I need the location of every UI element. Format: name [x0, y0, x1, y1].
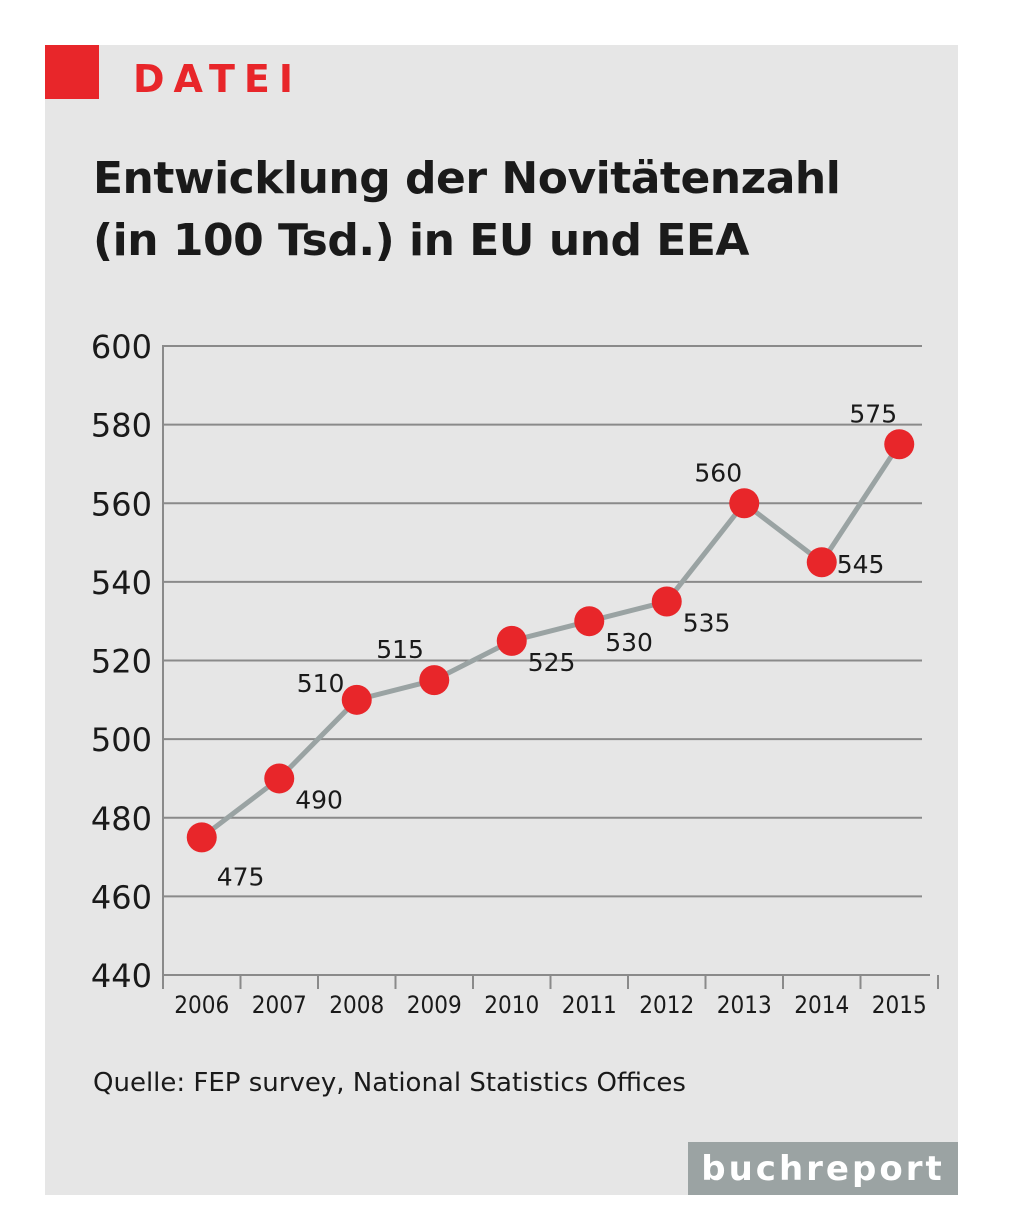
source-note: Quelle: FEP survey, National Statistics …	[93, 1068, 686, 1098]
data-point-2014	[806, 547, 837, 578]
chart-panel	[45, 45, 958, 1195]
series-line-path	[200, 442, 902, 840]
chart-title-line-1: Entwicklung der Novitätenzahl	[93, 153, 841, 204]
y-tick-label-600: 600	[91, 328, 152, 366]
data-point-2013	[729, 488, 760, 519]
data-label-2008: 510	[297, 669, 345, 698]
data-point-2010	[496, 625, 527, 656]
x-tick-label-2014: 2014	[794, 991, 849, 1019]
data-point-2007	[264, 763, 295, 794]
y-tick-label-540: 540	[91, 564, 152, 602]
series-line	[200, 442, 902, 840]
y-tick-label-440: 440	[91, 957, 152, 995]
data-point-2008	[341, 684, 372, 715]
chart-title-line-2: (in 100 Tsd.) in EU und EEA	[93, 215, 749, 266]
y-tick-labels: 440 460 480 500 520 540 560 580 600	[91, 328, 152, 995]
axes	[162, 345, 939, 989]
data-label-2012: 535	[683, 609, 731, 638]
data-point-2011	[574, 606, 605, 637]
data-label-2014: 545	[837, 550, 885, 579]
kicker-label: DATEI	[133, 57, 303, 101]
x-tick-label-2015: 2015	[872, 991, 927, 1019]
data-point-2015	[884, 429, 915, 460]
data-label-2013: 560	[694, 458, 742, 487]
data-label-2010: 525	[528, 648, 576, 677]
y-tick-label-460: 460	[91, 878, 152, 916]
data-points	[186, 429, 915, 853]
y-tick-label-560: 560	[91, 485, 152, 523]
data-point-2012	[651, 586, 682, 617]
data-label-2011: 530	[605, 628, 653, 657]
data-label-2009: 515	[376, 635, 424, 664]
data-point-2006	[186, 822, 217, 853]
x-tick-label-2010: 2010	[484, 991, 539, 1019]
x-tick-labels: 2006 2007 2008 2009 2010 2011 2012 2013 2014 2015	[174, 991, 926, 1019]
data-point-2009	[419, 665, 450, 696]
x-tick-label-2012: 2012	[639, 991, 694, 1019]
x-tick-label-2006: 2006	[174, 991, 229, 1019]
x-tick-label-2008: 2008	[329, 991, 384, 1019]
y-tick-label-580: 580	[91, 407, 152, 445]
buchreport-logo: buchreport	[688, 1142, 958, 1195]
x-tick-label-2013: 2013	[717, 991, 772, 1019]
data-label-2015: 575	[849, 399, 897, 428]
x-tick-label-2011: 2011	[562, 991, 617, 1019]
y-tick-label-520: 520	[91, 643, 152, 681]
y-tick-label-480: 480	[91, 800, 152, 838]
grid-lines	[163, 345, 922, 898]
x-tick-label-2007: 2007	[252, 991, 307, 1019]
y-tick-label-500: 500	[91, 721, 152, 759]
data-label-2007: 490	[295, 785, 343, 814]
data-label-2006: 475	[217, 862, 265, 891]
red-square-marker	[45, 45, 99, 99]
x-tick-label-2009: 2009	[407, 991, 462, 1019]
data-labels: 475 490 510 515 525 530 535 560 545 575	[217, 399, 897, 891]
chart-title: Entwicklung der Novitätenzahl (in 100 Ts…	[93, 148, 933, 272]
